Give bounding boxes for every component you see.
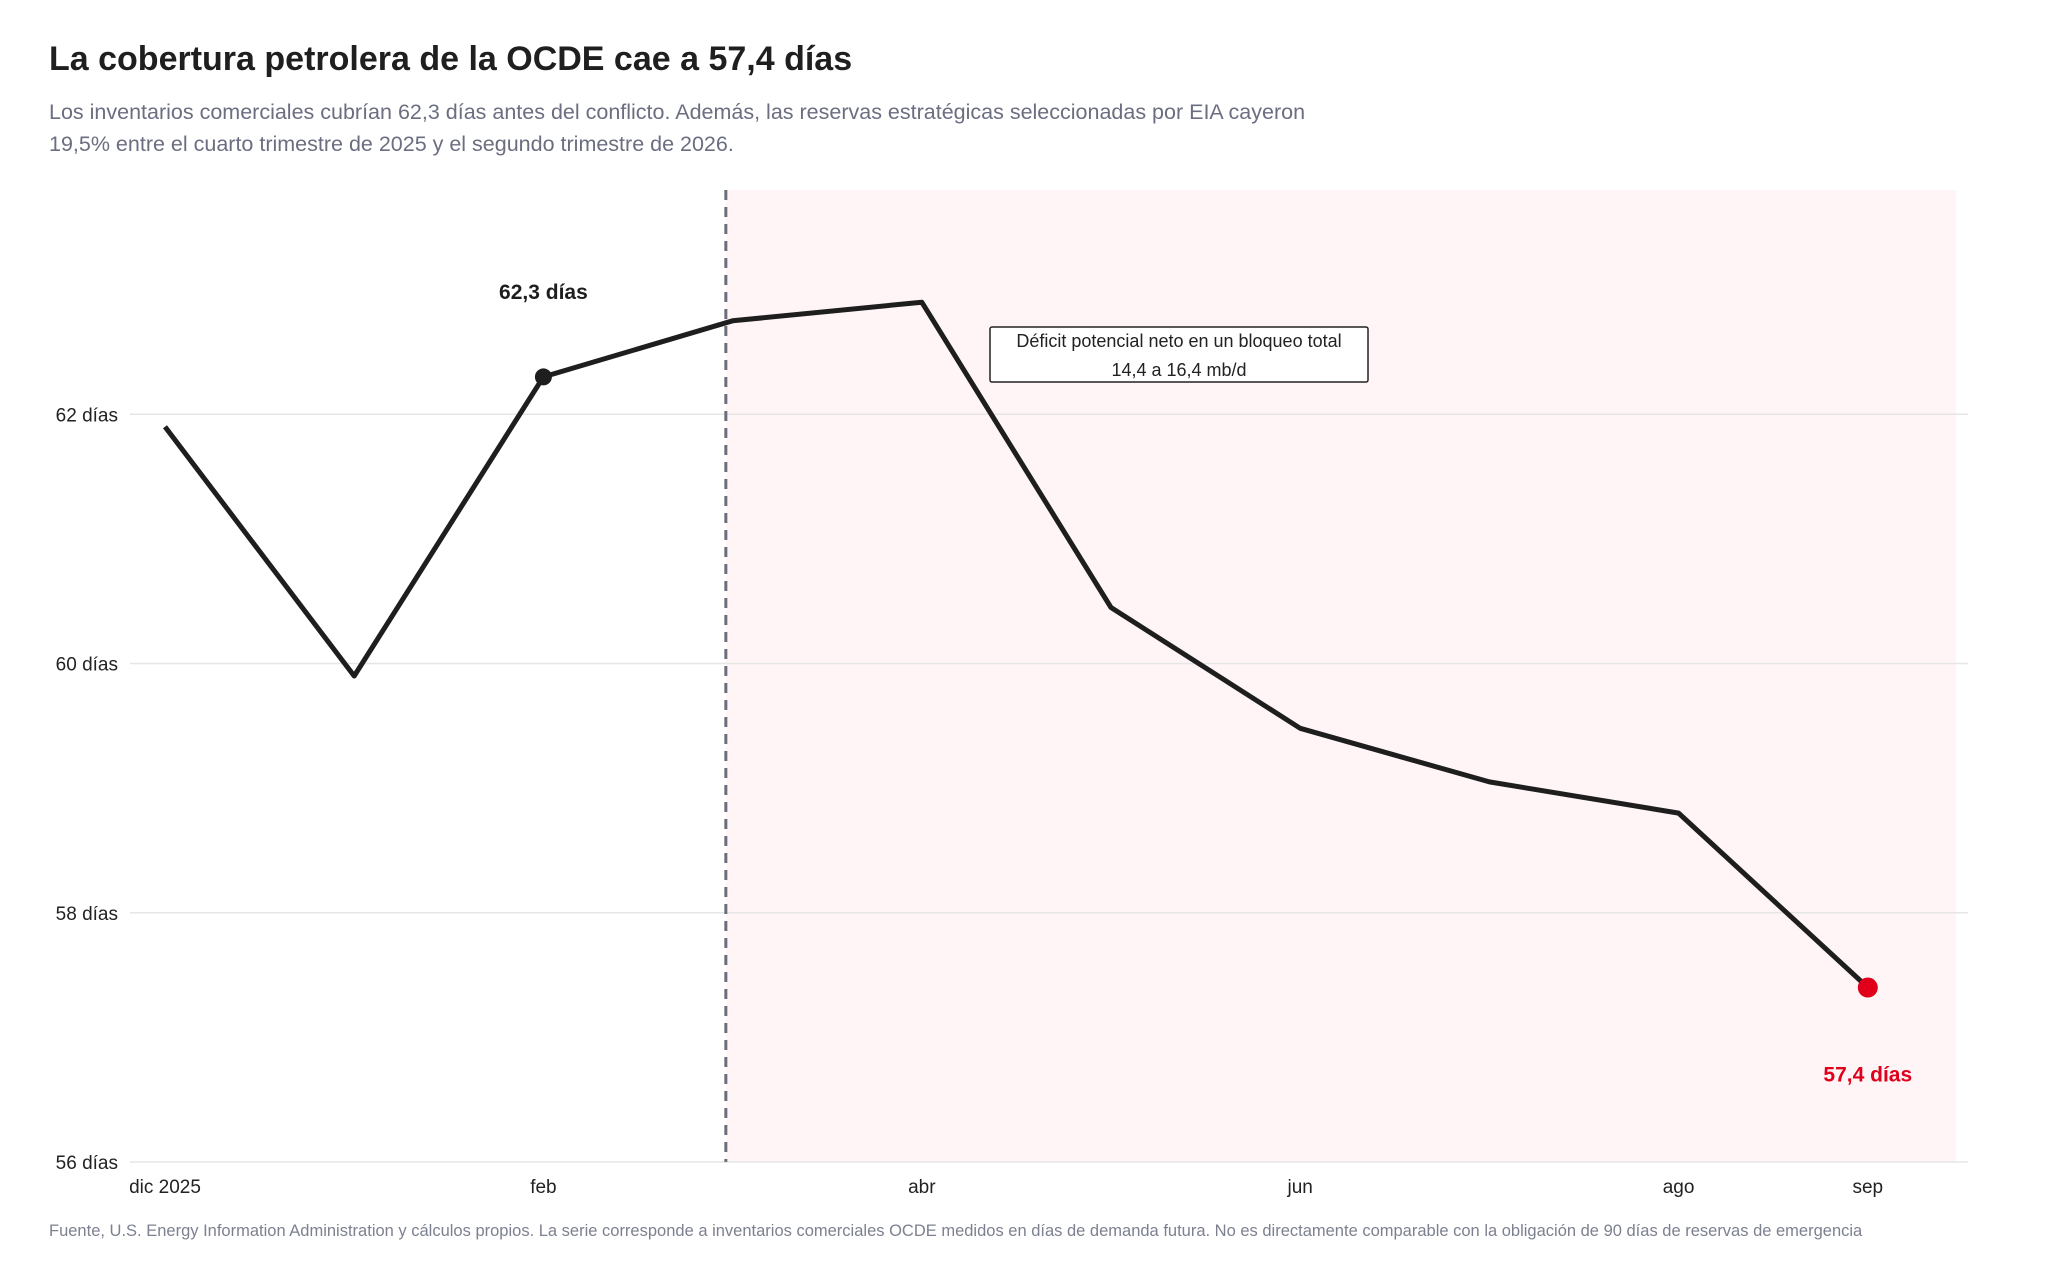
x-tick-label: feb — [530, 1177, 556, 1198]
x-tick-label: ago — [1663, 1177, 1695, 1198]
x-tick-label: jun — [1287, 1177, 1313, 1198]
x-tick-label: sep — [1852, 1177, 1883, 1198]
y-axis-tick-labels: 56 días 58 días 60 días 62 días — [56, 405, 118, 1174]
y-tick-label: 60 días — [56, 655, 118, 676]
y-tick-label: 58 días — [56, 904, 118, 925]
series-line-ocde-days — [163, 299, 1870, 990]
y-tick-label: 62 días — [56, 405, 118, 426]
annotation-line-1: Déficit potencial neto en un bloqueo tot… — [1016, 331, 1341, 351]
annotation-box-frame — [989, 326, 1369, 383]
highlight-label: 57,4 días — [1823, 1064, 1912, 1087]
y-tick-label: 56 días — [56, 1153, 118, 1174]
chart-subtitle: Los inventarios comerciales cubrían 62,3… — [49, 100, 1306, 156]
line-chart: 56 días 58 días 60 días 62 días dic 2025 feb… — [56, 190, 1968, 1198]
annotation-line-2: 14,4 a 16,4 mb/d — [1111, 360, 1246, 380]
chart-title: La cobertura petrolera de la OCDE cae a … — [49, 40, 853, 78]
highlight-point — [1857, 977, 1878, 998]
highlight-label: 62,3 días — [499, 281, 588, 304]
source-footnote: Fuente, U.S. Energy Information Administ… — [49, 1222, 1863, 1240]
x-tick-label: dic 2025 — [129, 1177, 201, 1198]
x-tick-label: abr — [908, 1177, 936, 1198]
y-gridlines — [130, 413, 1968, 1163]
highlight-point — [534, 368, 552, 386]
x-axis-tick-labels: dic 2025 feb abr jun ago sep — [129, 1177, 1883, 1198]
annotation-box: Déficit potencial neto en un bloqueo tot… — [989, 326, 1369, 383]
highlight-points: 62,3 días 57,4 días — [499, 281, 1912, 1087]
